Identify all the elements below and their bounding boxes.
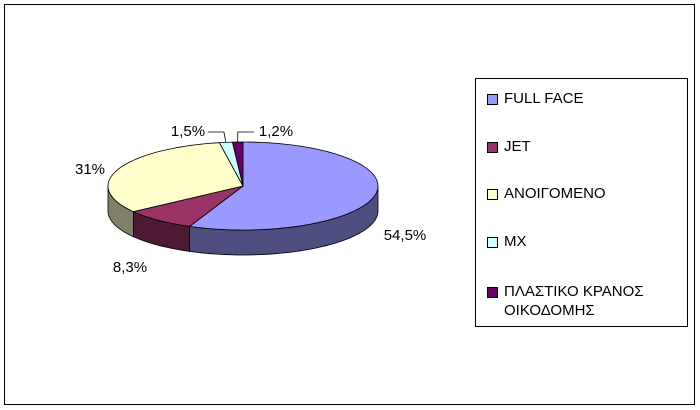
value-label: 1,5% — [171, 123, 205, 140]
slice — [107, 142, 244, 213]
leader-line — [208, 131, 227, 143]
legend-label: JET — [504, 138, 531, 155]
value-label: 54,5% — [384, 227, 427, 244]
legend-swatch — [487, 189, 498, 200]
legend: FULL FACE JET ΑΝΟΙΓΟΜΕΝΟ MX ΠΛΑΣΤΙΚΟ ΚΡΑΝΟΣ … — [475, 78, 688, 327]
legend-label: ΑΝΟΙΓΟΜΕΝΟ — [504, 185, 606, 202]
legend-item: FULL FACE — [487, 89, 689, 108]
legend-swatch — [487, 94, 498, 105]
slice — [188, 141, 379, 231]
value-label: 31% — [75, 161, 105, 178]
legend-item: ΠΛΑΣΤΙΚΟ ΚΡΑΝΟΣ ΟΙΚΟΔΟΜΗΣ — [487, 282, 689, 320]
legend-item: JET — [487, 137, 689, 156]
legend-item: ΑΝΟΙΓΟΜΕΝΟ — [487, 184, 689, 203]
legend-label: MX — [504, 233, 527, 250]
legend-label: FULL FACE — [504, 90, 584, 107]
leader-line — [237, 131, 254, 143]
value-label: 1,2% — [259, 123, 293, 140]
legend-label: ΠΛΑΣΤΙΚΟ ΚΡΑΝΟΣ ΟΙΚΟΔΟΜΗΣ — [504, 283, 644, 319]
legend-item: MX — [487, 232, 689, 251]
legend-swatch — [487, 237, 498, 248]
legend-swatch — [487, 287, 498, 298]
value-label: 8,3% — [113, 259, 147, 276]
slice — [132, 185, 244, 227]
legend-swatch — [487, 142, 498, 153]
slice — [231, 141, 244, 187]
